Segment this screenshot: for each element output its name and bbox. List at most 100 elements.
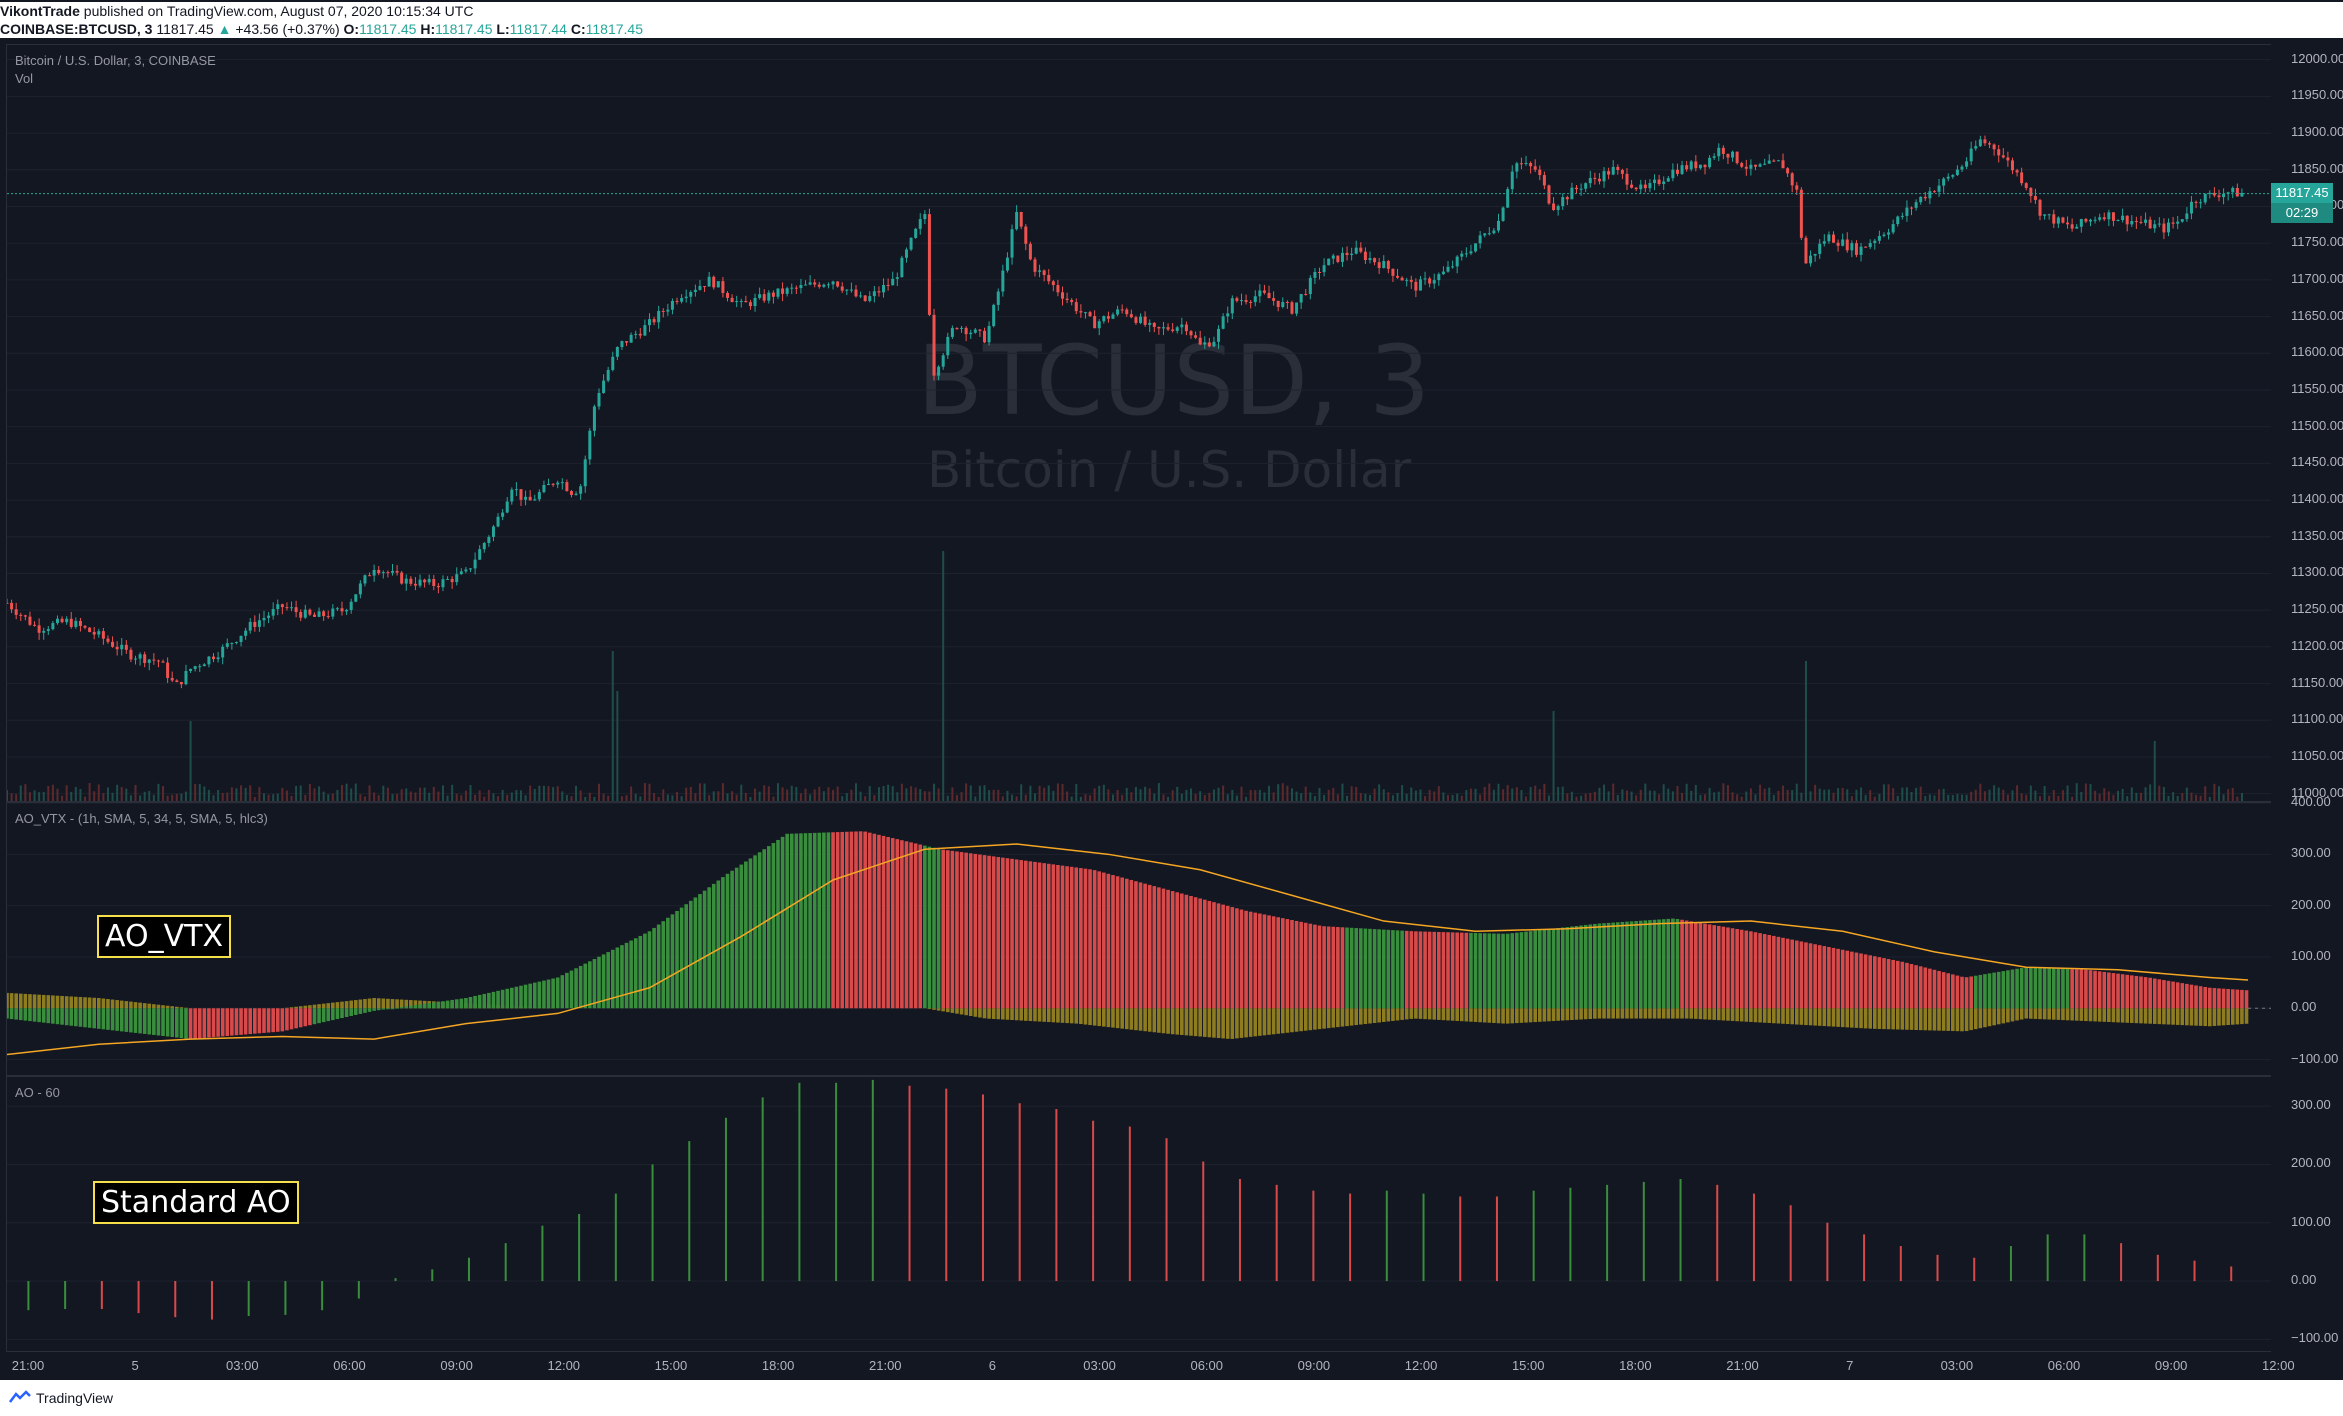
ao-vtx-gold-bar [1216,1008,1221,1039]
candle [969,329,973,339]
ao-vtx-bar [92,1008,96,1029]
candle-body [1418,279,1422,291]
candle [712,275,716,290]
candle [28,611,32,626]
ao-vtx-bar [399,1007,404,1009]
candle [1776,159,1780,162]
price-axis[interactable]: 12000.0011950.0011900.0011850.0011800.00… [2271,44,2343,802]
tradingview-logo-icon[interactable] [8,1390,32,1404]
ao-vtx-gold-bar [344,1001,349,1009]
ao-vtx-bar [32,1008,37,1022]
candle-body [37,625,41,633]
ao-vtx-gold-bar [1088,1008,1092,1026]
ao-vtx-gold-bar [2180,1008,2185,1026]
ao-chart[interactable] [7,1077,2271,1351]
candle [133,655,137,665]
candle [569,489,573,498]
volume-bar [983,785,986,801]
candle [390,564,394,576]
candle [2125,215,2129,232]
candle [1239,293,1243,306]
ao-vtx-bar [1230,907,1235,1009]
ao-vtx-chart[interactable] [7,803,2271,1075]
candle [1831,231,1835,243]
candle-body [1111,314,1115,319]
ao-vtx-bar [1643,920,1648,1009]
candle-body [1506,189,1510,208]
ao-vtx-gold-bar [1193,1008,1198,1037]
ao-vtx-gold-bar [2235,1008,2240,1025]
ao-vtx-bar [1597,923,1602,1009]
candle [2088,218,2092,227]
ao-vtx-bar [78,1008,83,1027]
ao-vtx-bar [1790,939,1794,1009]
candle [1134,315,1138,325]
ao-vtx-bar [46,1008,51,1024]
candle-body [689,292,693,297]
candle-body [524,496,528,500]
author-name[interactable]: VikontTrade [0,3,80,19]
candle-body [88,627,92,632]
ao-vtx-gold-bar [1074,1008,1079,1024]
ao-bar [137,1281,140,1314]
candle-body [2052,214,2056,224]
candle [2116,219,2120,222]
volume-bar [1873,796,1876,801]
time-axis[interactable]: 21:00 5 03:00 06:00 09:00 12:00 15:00 18:00 21:0… [0,1352,2343,1380]
ao-vtx-gold-bar [1583,1008,1588,1020]
ao-vtx-gold-bar [1794,1008,1799,1025]
volume-bar [1043,787,1046,801]
ao-pane[interactable]: AO - 60 Standard AO [6,1076,2272,1352]
ao-vtx-gold-bar [1703,1008,1707,1020]
volume-bar [1726,785,1729,801]
ao-vtx-gold-bar [2001,1008,2006,1024]
ao-vtx-bar [1666,918,1671,1009]
ao-axis[interactable]: 300.00 200.00 100.00 0.00 −100.00 [2271,1076,2343,1352]
volume-bar [1993,785,1996,801]
ao-vtx-bar [1134,881,1138,1009]
candle-body [248,621,252,631]
ao-vtx-gold-bar [46,995,51,1009]
candle-body [1267,292,1271,299]
volume-bar [2153,741,2156,801]
candle [1698,164,1702,170]
ao-vtx-axis[interactable]: 400.00 300.00 200.00 100.00 0.00 −100.00 [2271,794,2343,1076]
ao-vtx-bar [1336,927,1340,1009]
candle [946,332,950,360]
ao-vtx-bar [257,1008,262,1034]
candle [863,294,867,302]
candle-body [175,680,179,683]
candle-body [1653,179,1657,184]
footer-brand[interactable]: TradingView [36,1390,114,1406]
ao-vtx-pane[interactable]: AO_VTX - (1h, SMA, 5, 34, 5, SMA, 5, hlc… [6,802,2272,1076]
ao-vtx-gold-bar [78,996,83,1009]
ao-vtx-bar [1152,886,1157,1009]
ao-vtx-gold-bar [2042,1008,2047,1020]
candle-body [1575,187,1579,190]
ao-vtx-gold-bar [1478,1008,1482,1023]
candle-body [886,284,890,286]
volume-bar [2107,791,2110,801]
candle-body [2098,217,2102,220]
ao-vtx-bar [1996,971,2001,1009]
price-chart[interactable] [7,45,2271,801]
ao-vtx-gold-bar [179,1007,184,1009]
ao-vtx-bar [106,1008,110,1030]
ao-vtx-bar [101,1008,106,1030]
volume-bar [1699,794,1702,801]
candle-body [1400,277,1404,281]
ao-vtx-bar [1611,922,1616,1009]
ao-vtx-bar [1267,915,1271,1009]
candle [244,627,248,640]
ao-vtx-bar [656,924,661,1009]
ao-vtx-gold-bar [170,1006,175,1009]
volume-bar [1061,783,1064,801]
ao-vtx-bar [2033,967,2038,1009]
candle-body [340,608,344,612]
price-pane[interactable]: BTCUSD, 3 Bitcoin / U.S. Dollar Bitcoin … [6,44,2272,802]
candle [322,609,326,621]
time-tick-label: 21:00 [868,1358,902,1373]
candle-body [1244,300,1248,302]
volume-bar [350,788,353,801]
ao-vtx-gold-bar [1574,1008,1579,1020]
